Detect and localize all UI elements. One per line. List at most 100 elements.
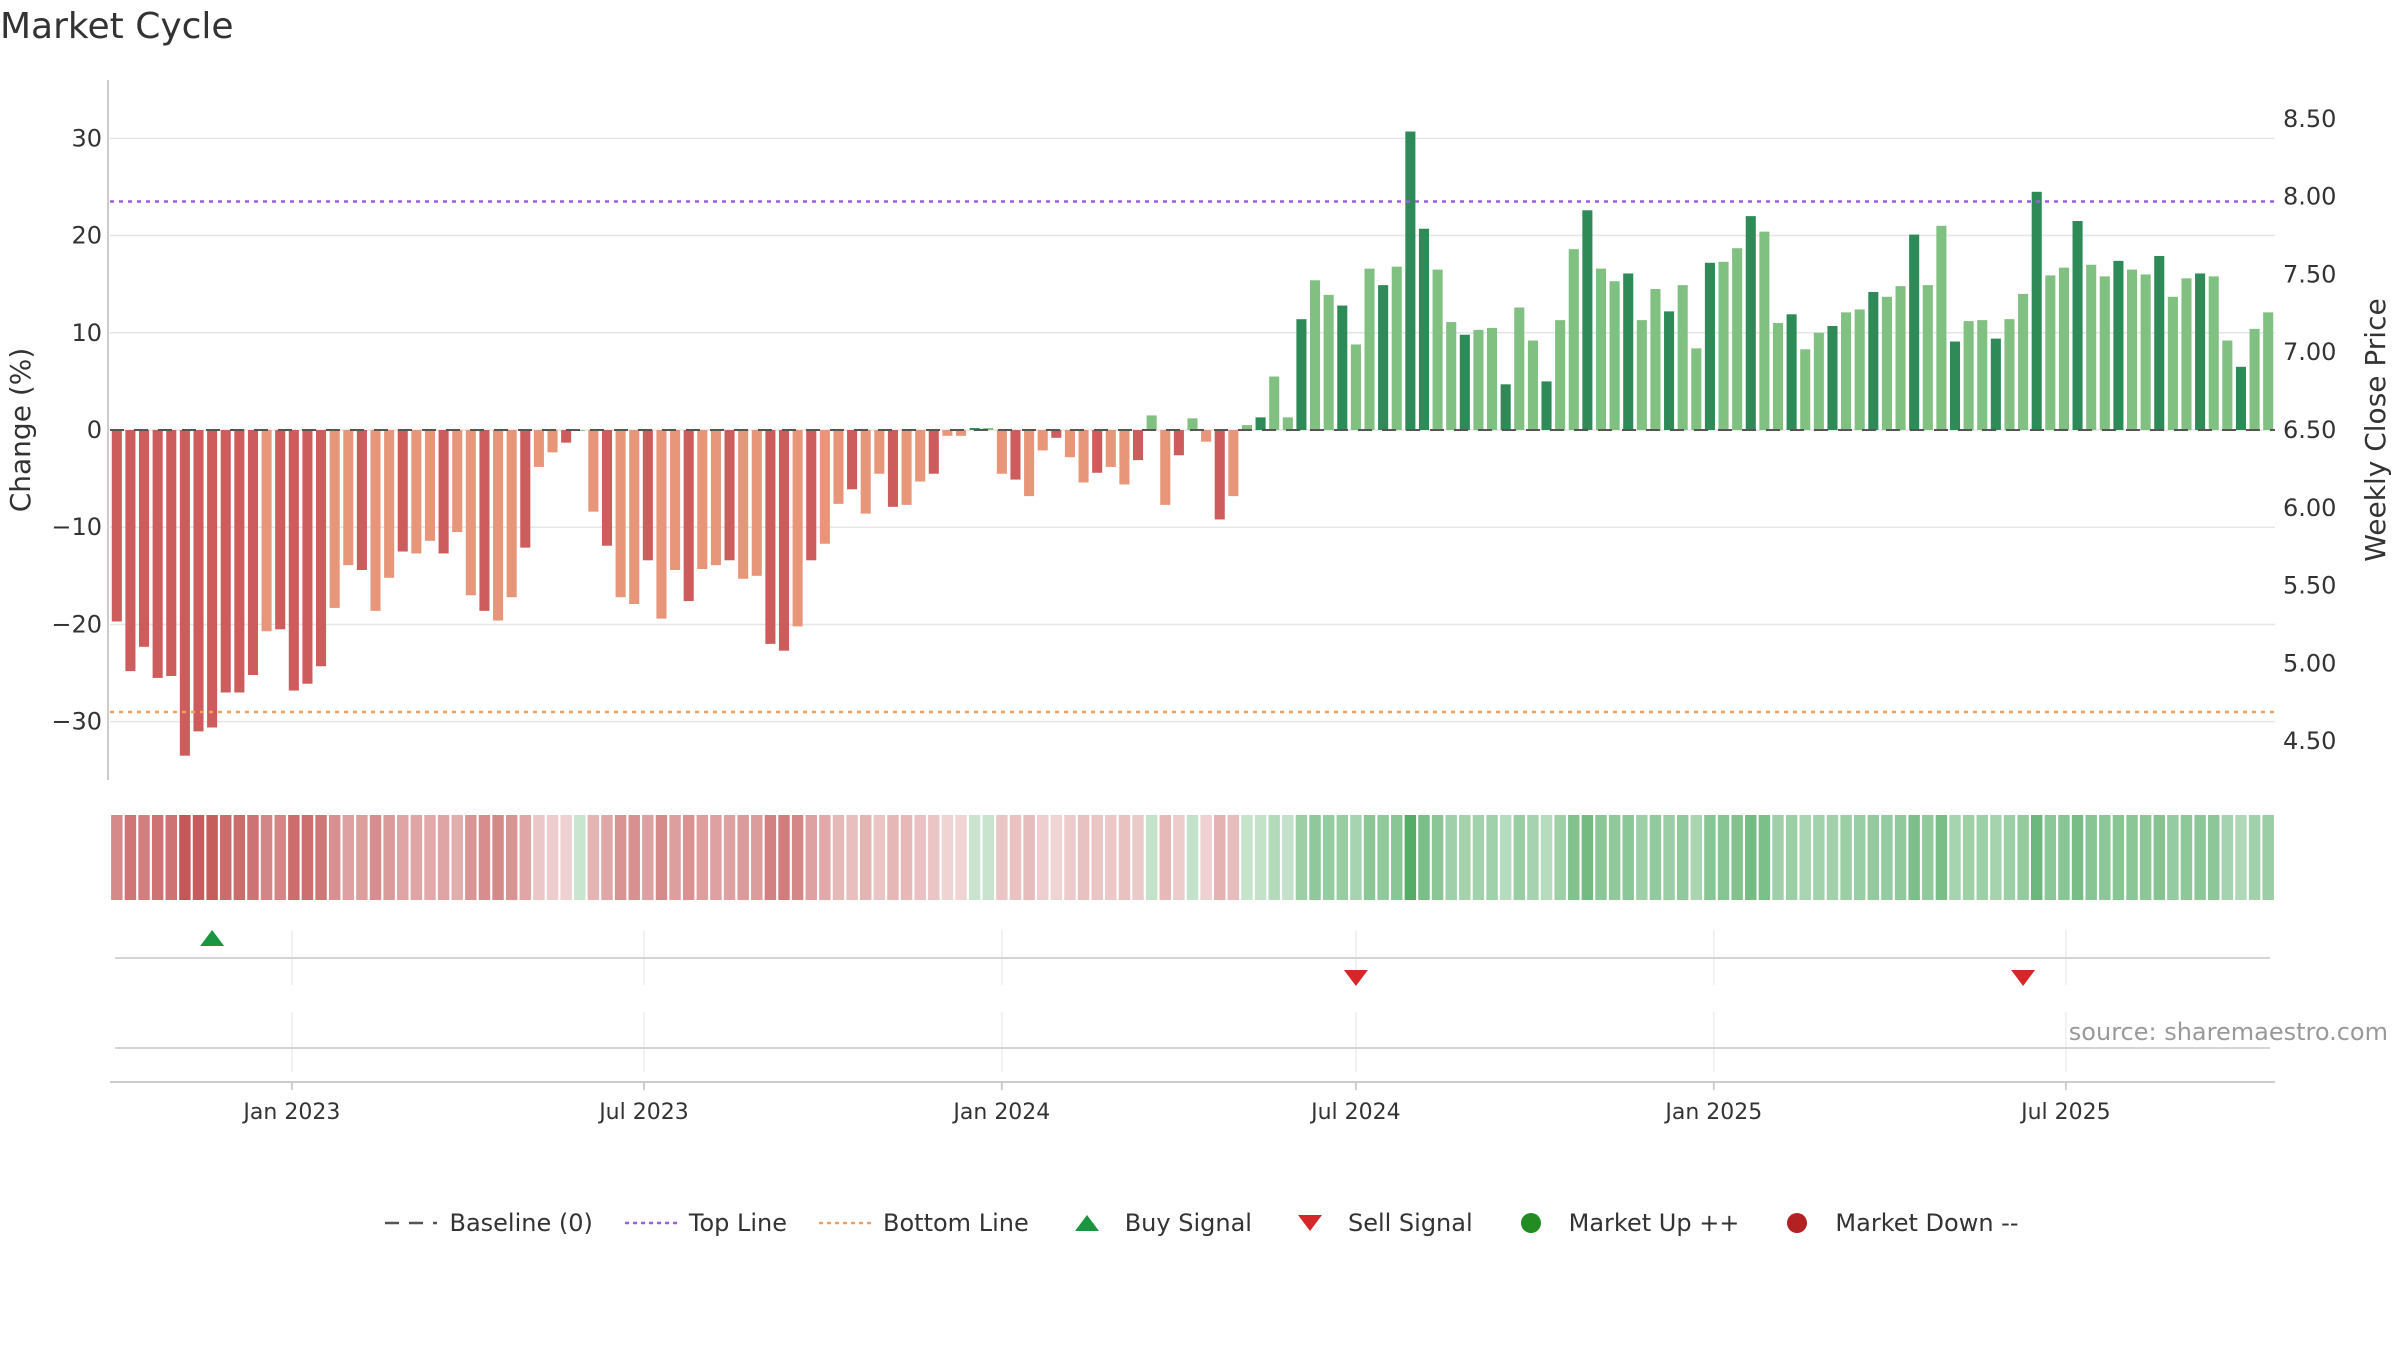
- legend-item-buy[interactable]: Buy Signal: [1057, 1209, 1252, 1237]
- bar: [1105, 430, 1116, 467]
- bar: [1909, 234, 1920, 430]
- bar: [561, 430, 572, 443]
- heat-cell: [2099, 815, 2111, 900]
- bar: [2235, 366, 2246, 430]
- bar: [1446, 322, 1457, 430]
- heat-cell: [2139, 815, 2152, 900]
- bar: [2086, 264, 2097, 430]
- bar: [806, 430, 817, 561]
- bar: [356, 430, 367, 570]
- heat-cell: [996, 815, 1008, 900]
- bar: [1350, 344, 1361, 430]
- bar: [1514, 307, 1525, 430]
- bar: [302, 430, 313, 684]
- legend-item-baseline[interactable]: Baseline (0): [381, 1209, 593, 1237]
- bar: [1582, 210, 1593, 430]
- bar: [887, 430, 898, 507]
- y-axis-label-left: Change (%): [4, 348, 37, 513]
- bar: [1936, 225, 1947, 430]
- heat-cell: [968, 815, 981, 900]
- legend-label: Market Down --: [1835, 1209, 2019, 1237]
- bar: [139, 430, 150, 647]
- bar: [329, 430, 340, 608]
- heat-cell: [1214, 815, 1226, 900]
- legend-item-sell[interactable]: Sell Signal: [1280, 1209, 1473, 1237]
- bar: [261, 430, 272, 632]
- heat-cell: [437, 815, 450, 900]
- heat-cell: [900, 815, 913, 900]
- bar: [1418, 228, 1430, 430]
- bar: [397, 430, 408, 552]
- y-tick-label-left: 10: [71, 319, 102, 347]
- bar: [629, 430, 640, 605]
- bar-layer: [111, 131, 2274, 756]
- bar: [1881, 296, 1892, 430]
- bar: [1500, 384, 1511, 430]
- bar: [2263, 312, 2274, 430]
- heat-cell: [1200, 815, 1212, 900]
- bar: [1228, 430, 1239, 497]
- bar: [1092, 430, 1103, 473]
- bar: [125, 430, 136, 672]
- heat-cell: [410, 815, 423, 900]
- bar: [1282, 417, 1293, 430]
- heat-cell: [260, 815, 273, 900]
- heat-cell: [1962, 815, 1975, 900]
- bar: [1718, 261, 1729, 430]
- bar: [1868, 291, 1879, 430]
- bar: [1160, 430, 1171, 505]
- bar: [1255, 417, 1266, 430]
- heat-cell: [1595, 815, 1607, 900]
- heat-cell: [723, 815, 736, 900]
- heat-cell: [138, 815, 150, 900]
- heat-cell: [669, 815, 681, 900]
- heat-cell: [1145, 815, 1158, 900]
- sell-signal-marker: [1343, 970, 1368, 986]
- heat-cell: [982, 815, 994, 900]
- legend-item-market-down[interactable]: Market Down --: [1767, 1209, 2019, 1237]
- legend-item-top-line[interactable]: Top Line: [621, 1209, 787, 1237]
- bar: [2140, 274, 2151, 430]
- heat-cell: [1105, 815, 1117, 900]
- bar: [1214, 430, 1225, 520]
- heat-cell: [465, 815, 477, 900]
- heat-cell: [778, 815, 790, 900]
- legend-item-bottom-line[interactable]: Bottom Line: [815, 1209, 1029, 1237]
- heat-cell: [179, 815, 191, 900]
- bar: [1895, 286, 1906, 430]
- heat-cell: [151, 815, 164, 900]
- bar: [1772, 323, 1784, 430]
- bar: [1146, 415, 1157, 430]
- bar: [1990, 338, 2001, 430]
- heat-cell: [2126, 815, 2138, 900]
- heat-cell: [1676, 815, 1689, 900]
- heat-cell: [587, 815, 600, 900]
- heat-cell: [1091, 815, 1103, 900]
- bar: [288, 430, 299, 691]
- bar: [1378, 285, 1389, 430]
- heat-cell: [1377, 815, 1389, 900]
- heat-cell: [710, 815, 722, 900]
- legend-item-market-up[interactable]: Market Up ++: [1501, 1209, 1739, 1237]
- bar: [1568, 249, 1579, 430]
- heat-cell: [642, 815, 654, 900]
- heat-cell: [955, 815, 967, 900]
- bar: [1704, 262, 1715, 430]
- bar: [1636, 320, 1647, 430]
- y-tick-label-left: −20: [51, 610, 102, 638]
- y-tick-label-right: 8.50: [2283, 105, 2336, 133]
- heat-cell: [1173, 815, 1185, 900]
- heat-cell: [1731, 815, 1743, 900]
- legend-label: Bottom Line: [883, 1209, 1029, 1237]
- heat-cell: [1908, 815, 1920, 900]
- bar: [1187, 418, 1198, 430]
- bar: [656, 430, 667, 619]
- heat-cell: [2112, 815, 2125, 900]
- heat-cell: [1282, 815, 1294, 900]
- heat-cell: [546, 815, 559, 900]
- bar: [2167, 296, 2178, 430]
- bar: [111, 430, 122, 622]
- bar: [1119, 430, 1130, 485]
- bar: [1922, 285, 1933, 430]
- heat-cell: [1758, 815, 1771, 900]
